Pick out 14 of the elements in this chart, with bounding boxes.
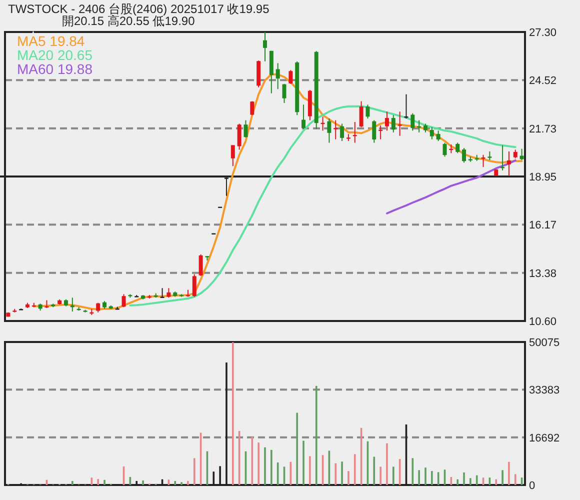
y-tick-label: 18.95 [529, 172, 557, 184]
y-tick-label: 24.52 [529, 75, 557, 88]
chart-subtitle: 開20.15 高20.55 低19.90 [62, 14, 196, 28]
y-tick-label: 0 [529, 480, 536, 492]
y-tick-label: 16692 [529, 432, 560, 444]
y-tick-label: 21.73 [529, 123, 557, 136]
legend: MA5 19.84 MA20 20.65 MA60 19.88 [17, 33, 92, 77]
y-tick-label: 16.17 [529, 220, 557, 232]
y-tick-label: 13.38 [529, 268, 557, 280]
y-tick-label: 10.60 [529, 316, 557, 328]
chart-title: TWSTOCK - 2406 台股(2406) 20251017 收19.95 [8, 2, 270, 16]
y-tick-label: 27.30 [529, 27, 557, 39]
y-tick-label: 33383 [529, 384, 560, 397]
y-tick-label: 50075 [529, 337, 560, 349]
